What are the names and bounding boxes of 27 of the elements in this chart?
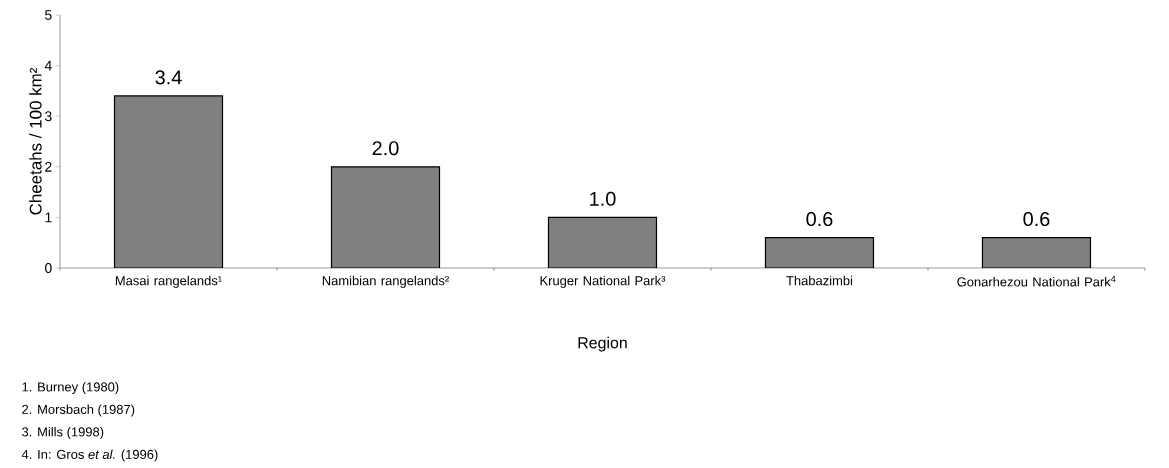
y-tick-label: 1 xyxy=(45,212,52,223)
text: 2. Morsbach (1987) xyxy=(22,404,135,417)
y-tick-label: 2 xyxy=(45,161,52,172)
data-label: 2.0 xyxy=(372,141,399,156)
bar xyxy=(764,237,875,268)
x-tick-label: Gonarhezou National Park$^{4}$ xyxy=(957,275,1116,287)
data-label: 0.6 xyxy=(806,212,833,227)
text: 1. Burney (1980) xyxy=(22,381,119,395)
x-axis-title: Region xyxy=(578,336,627,352)
y-axis-title: Cheetahs / 100 km² xyxy=(29,67,42,215)
y-tick-label: 3 xyxy=(45,111,52,122)
data-label: 1.0 xyxy=(590,191,616,206)
y-tick-label: 5 xyxy=(45,10,52,20)
x-tick-label: Masai rangelands¹ xyxy=(115,275,222,288)
bar xyxy=(981,237,1092,268)
bar xyxy=(330,166,441,268)
x-tick-label: Namibian rangelands² xyxy=(322,275,449,288)
bar xyxy=(113,95,224,268)
x-tick-label: Kruger National Park³ xyxy=(540,275,666,288)
y-tick-label: 0 xyxy=(45,263,52,273)
x-tick-label: Thabazimbi xyxy=(786,275,853,286)
y-tick-label: 4 xyxy=(44,60,52,71)
data-label: 0.6 xyxy=(1023,212,1050,227)
bar xyxy=(547,216,658,268)
data-label: 3.4 xyxy=(155,70,182,85)
text: 4. In: Gros et al. (1996) xyxy=(21,449,158,462)
text: 3. Mills (1998) xyxy=(22,426,104,440)
